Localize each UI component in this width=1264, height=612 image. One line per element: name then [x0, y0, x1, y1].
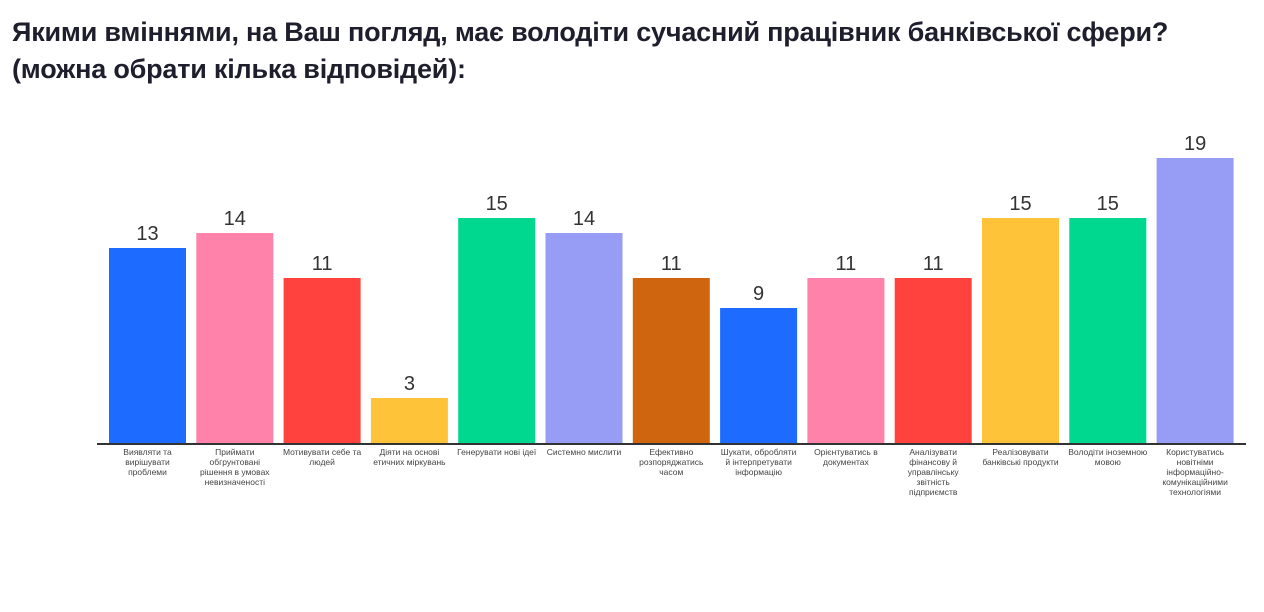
bar-2 — [196, 233, 274, 443]
value-label-3: 11 — [312, 253, 333, 275]
value-label-5: 15 — [486, 193, 508, 215]
category-label-10: Аналізувати фінансову й управлінську зві… — [907, 447, 959, 497]
value-label-8: 9 — [753, 283, 764, 305]
category-label-12: Володіти іноземною мовою — [1068, 447, 1148, 467]
bar-1 — [109, 248, 186, 443]
value-label-10: 11 — [923, 253, 944, 275]
chart-title: Якими вміннями, на Ваш погляд, має волод… — [12, 17, 1169, 84]
value-label-7: 11 — [661, 253, 682, 275]
category-label-8: Шукати, обробляти й інтерпретувати інфор… — [720, 447, 797, 477]
bar-7 — [632, 278, 710, 443]
bar-8 — [720, 308, 798, 443]
value-label-12: 15 — [1097, 193, 1119, 215]
category-label-3: Мотивувати себе та людей — [283, 447, 362, 467]
category-label-11: Реалізовувати банківські продукти — [982, 447, 1059, 467]
bar-5 — [458, 218, 536, 443]
value-label-6: 14 — [573, 208, 595, 230]
bar-12 — [1069, 218, 1147, 443]
value-label-1: 13 — [136, 223, 158, 245]
category-label-4: Діяти на основі етичних міркувань — [373, 447, 446, 467]
bars-group — [109, 158, 1234, 443]
bar-13 — [1156, 158, 1234, 443]
value-labels-group: 13 14 11 3 15 14 11 9 11 11 15 15 19 — [136, 133, 1206, 395]
bar-10 — [894, 278, 972, 443]
category-label-13: Користуватись новітніми інформаційно-ком… — [1162, 447, 1228, 497]
bar-9 — [807, 278, 885, 443]
bar-4 — [370, 398, 448, 443]
value-label-13: 19 — [1184, 133, 1206, 155]
bar-6 — [545, 233, 623, 443]
bar-11 — [982, 218, 1059, 443]
value-label-4: 3 — [404, 373, 415, 395]
value-label-11: 15 — [1009, 193, 1031, 215]
category-label-6: Системно мислити — [546, 447, 622, 457]
category-label-5: Генерувати нові ідеї — [457, 447, 537, 457]
category-label-1: Виявляти та вирішувати проблеми — [123, 447, 172, 477]
value-label-9: 11 — [836, 253, 857, 275]
category-label-7: Ефективно розпоряджатись часом — [639, 447, 704, 477]
category-label-2: Приймати обгрунтовані рішення в умовах н… — [200, 447, 270, 487]
bar-3 — [283, 278, 361, 443]
value-label-2: 14 — [224, 208, 246, 230]
category-label-9: Орієнтуватись в документах — [814, 447, 878, 467]
